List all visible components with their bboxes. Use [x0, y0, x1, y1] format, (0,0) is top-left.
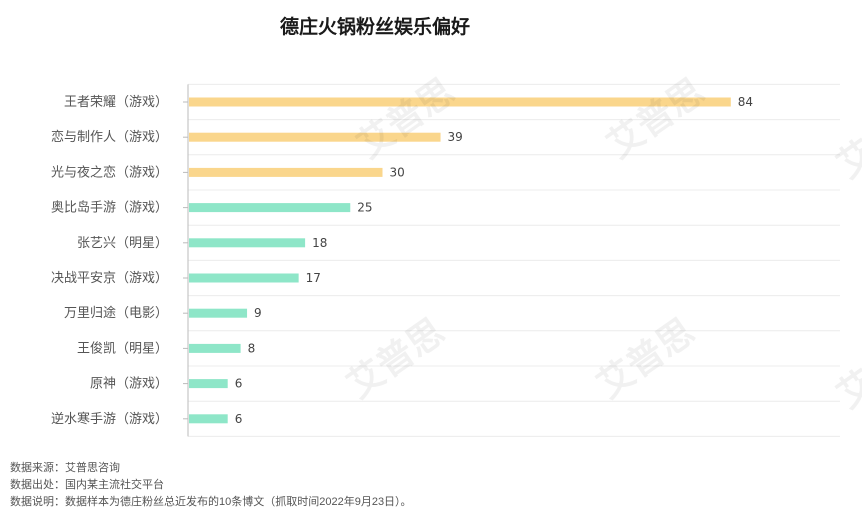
category-label: 王者荣耀（游戏） [64, 95, 168, 110]
value-label: 17 [306, 271, 321, 285]
category-label: 万里归途（电影） [64, 305, 168, 321]
footnote-source: 数据来源：艾普思咨询 [10, 462, 120, 474]
category-label: 张艺兴（明星） [77, 236, 168, 251]
category-label: 原神（游戏） [90, 377, 168, 392]
category-label: 奥比岛手游（游戏） [51, 200, 168, 216]
bar [189, 273, 299, 283]
value-label: 25 [357, 201, 372, 215]
value-label: 8 [248, 341, 256, 355]
value-label: 6 [235, 377, 243, 391]
bar [189, 238, 306, 248]
value-label: 9 [254, 306, 262, 320]
chart-rows: 王者荣耀（游戏） 84 恋与制作人（游戏） 39 光与夜之恋（游戏） 30 奥比岛手游（游戏… [51, 83, 840, 437]
value-label: 39 [448, 130, 463, 144]
category-label: 决战平安京（游戏） [51, 271, 168, 286]
category-label: 恋与制作人（游戏） [51, 129, 168, 145]
bar [189, 167, 383, 177]
value-label: 18 [312, 236, 327, 250]
bar-chart: 王者荣耀（游戏） 84 恋与制作人（游戏） 39 光与夜之恋（游戏） 30 奥比岛手游（游戏… [51, 83, 840, 437]
bar [189, 414, 228, 424]
value-label: 30 [390, 165, 405, 179]
category-label: 逆水寒手游（游戏） [51, 411, 168, 427]
category-label: 光与夜之恋（游戏） [51, 164, 168, 180]
category-label: 王俊凯（明星） [77, 341, 168, 356]
bar [189, 308, 248, 318]
bar [189, 203, 351, 213]
bar [189, 97, 731, 107]
chart-title: 德庄火锅粉丝娱乐偏好 [279, 16, 470, 38]
bar [189, 379, 228, 389]
value-label: 84 [738, 95, 753, 109]
footnote-note: 数据说明：数据样本为德庄粉丝总近发布的10条博文（抓取时间2022年9月23日）… [10, 496, 412, 508]
bar [189, 132, 441, 142]
bar [189, 343, 241, 353]
footnote-origin: 数据出处：国内某主流社交平台 [10, 479, 164, 491]
value-label: 6 [235, 412, 243, 426]
